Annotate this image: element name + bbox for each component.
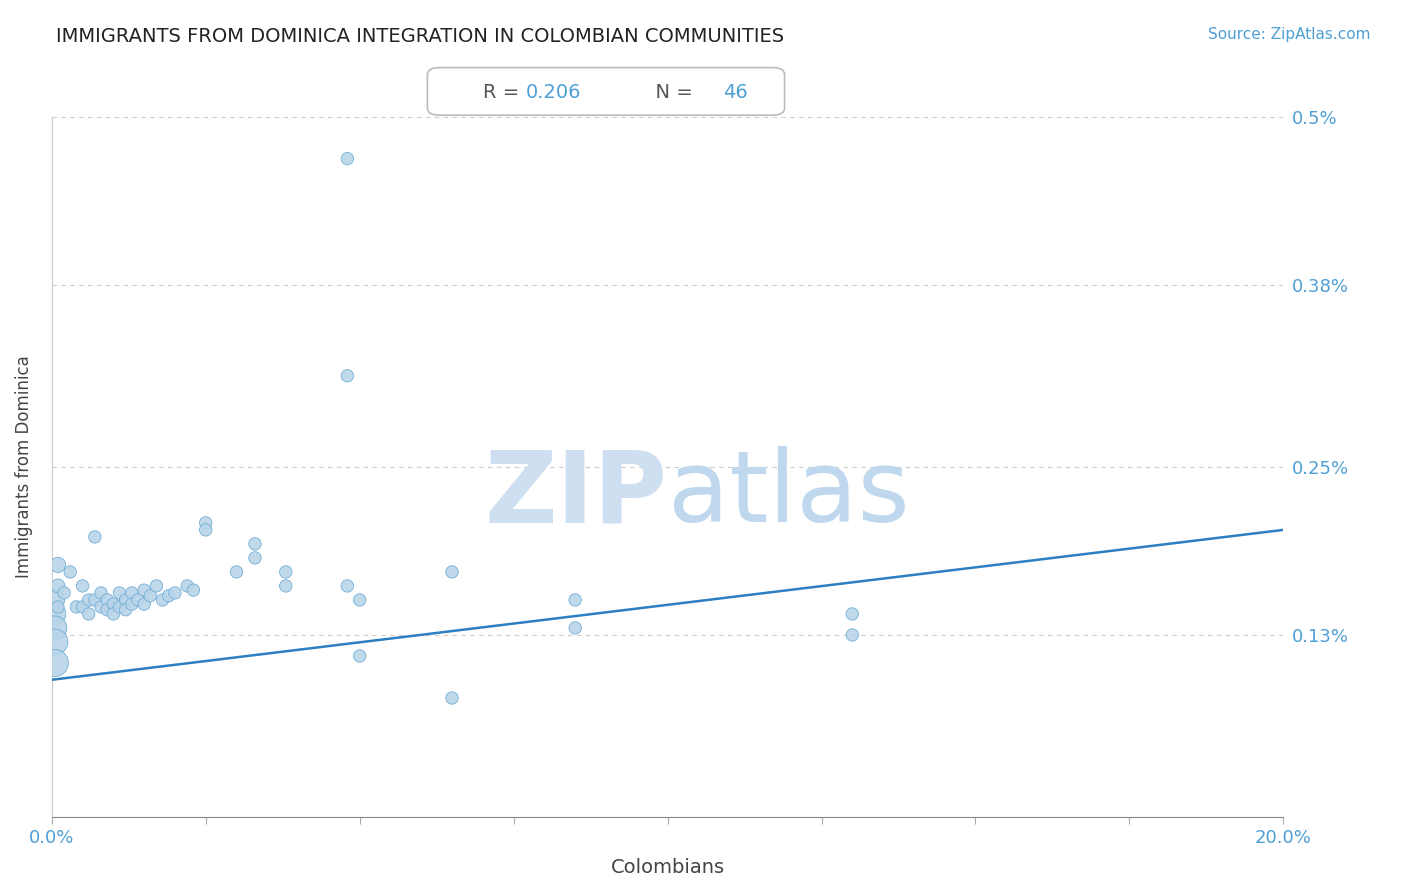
- Point: [77, 593, 100, 607]
- Point: [841, 628, 863, 642]
- Point: [96, 593, 118, 607]
- Point: [44, 607, 66, 621]
- Text: Source: ZipAtlas.com: Source: ZipAtlas.com: [1208, 27, 1371, 42]
- Point: [65, 599, 87, 614]
- Point: [114, 603, 136, 617]
- Point: [134, 597, 156, 611]
- Y-axis label: Immigrants from Dominica: Immigrants from Dominica: [15, 356, 32, 578]
- Point: [44, 656, 66, 670]
- X-axis label: Colombians: Colombians: [610, 858, 724, 877]
- Point: [225, 565, 247, 579]
- Point: [336, 368, 359, 383]
- Point: [121, 597, 143, 611]
- Text: IMMIGRANTS FROM DOMINICA INTEGRATION IN COLOMBIAN COMMUNITIES: IMMIGRANTS FROM DOMINICA INTEGRATION IN …: [56, 27, 785, 45]
- Point: [77, 607, 100, 621]
- Point: [108, 586, 131, 600]
- Text: 46: 46: [723, 83, 748, 102]
- Point: [274, 565, 297, 579]
- Point: [145, 579, 167, 593]
- Text: atlas: atlas: [668, 446, 910, 543]
- Point: [176, 579, 198, 593]
- Point: [53, 586, 76, 600]
- Point: [46, 579, 69, 593]
- Point: [72, 599, 94, 614]
- Point: [564, 621, 586, 635]
- Point: [157, 589, 180, 603]
- Point: [194, 516, 217, 530]
- Point: [90, 599, 112, 614]
- Point: [83, 593, 105, 607]
- Point: [134, 583, 156, 598]
- Point: [127, 593, 149, 607]
- Point: [46, 558, 69, 572]
- Point: [44, 621, 66, 635]
- Point: [108, 599, 131, 614]
- Point: [336, 579, 359, 593]
- Point: [336, 152, 359, 166]
- Point: [243, 550, 266, 565]
- Text: R =: R =: [484, 83, 526, 102]
- Point: [139, 589, 162, 603]
- Point: [114, 593, 136, 607]
- Point: [121, 586, 143, 600]
- Point: [440, 691, 463, 706]
- Text: N =: N =: [643, 83, 699, 102]
- Point: [59, 565, 82, 579]
- Point: [83, 530, 105, 544]
- Point: [243, 537, 266, 551]
- Point: [44, 593, 66, 607]
- Point: [564, 593, 586, 607]
- Text: ZIP: ZIP: [485, 446, 668, 543]
- Point: [183, 583, 205, 598]
- Point: [163, 586, 186, 600]
- Point: [349, 648, 371, 663]
- Point: [152, 593, 174, 607]
- Point: [90, 586, 112, 600]
- Point: [440, 565, 463, 579]
- Point: [274, 579, 297, 593]
- Text: 0.206: 0.206: [526, 83, 582, 102]
- Point: [44, 635, 66, 649]
- Point: [349, 593, 371, 607]
- Point: [96, 603, 118, 617]
- Point: [103, 607, 125, 621]
- Point: [46, 599, 69, 614]
- Point: [103, 597, 125, 611]
- Point: [194, 523, 217, 537]
- Point: [841, 607, 863, 621]
- Point: [72, 579, 94, 593]
- FancyBboxPatch shape: [427, 68, 785, 115]
